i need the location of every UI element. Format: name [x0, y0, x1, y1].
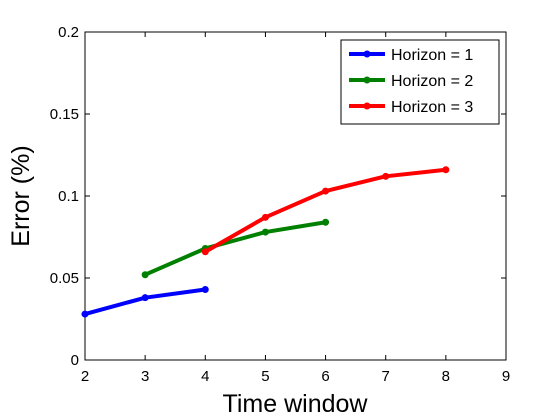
data-point-horizon-3 [322, 187, 330, 195]
x-tick-label: 8 [442, 368, 450, 385]
data-point-horizon-1 [81, 310, 89, 318]
data-point-horizon-3 [442, 166, 450, 174]
y-tick-label: 0 [71, 352, 79, 369]
data-point-horizon-2 [322, 218, 330, 226]
x-tick-label: 3 [141, 368, 149, 385]
axis-ticks: 2 3 4 5 6 7 8 9 0 0.05 0.1 0.15 0.2 [50, 24, 510, 385]
series-layer [81, 166, 450, 318]
x-tick-label: 7 [382, 368, 390, 385]
data-point-horizon-1 [141, 294, 149, 302]
legend-marker [363, 102, 371, 110]
legend: Horizon = 1 Horizon = 2 Horizon = 3 [340, 39, 500, 125]
series-line-horizon-2 [143, 220, 328, 277]
y-tick-label: 0.2 [58, 24, 79, 41]
legend-marker [363, 50, 371, 58]
x-tick-label: 6 [321, 368, 329, 385]
y-axis-title: Error (%) [7, 145, 35, 246]
data-point-horizon-3 [382, 172, 390, 180]
data-point-horizon-2 [261, 228, 269, 236]
data-point-horizon-3 [201, 248, 209, 256]
x-tick-label: 9 [502, 368, 510, 385]
x-tick-label: 2 [81, 368, 89, 385]
data-point-horizon-2 [141, 271, 149, 279]
y-tick-label: 0.05 [50, 270, 79, 287]
legend-marker [363, 76, 371, 84]
x-tick-label: 4 [201, 368, 209, 385]
y-tick-label: 0.1 [58, 188, 79, 205]
data-point-horizon-1 [201, 285, 209, 293]
x-axis-title: Time window [223, 390, 369, 418]
data-point-horizon-3 [261, 213, 269, 221]
y-tick-label: 0.15 [50, 106, 79, 123]
legend-label: Horizon = 1 [391, 47, 473, 64]
x-tick-label: 5 [261, 368, 269, 385]
legend-label: Horizon = 2 [391, 73, 473, 90]
legend-label: Horizon = 3 [391, 99, 473, 116]
